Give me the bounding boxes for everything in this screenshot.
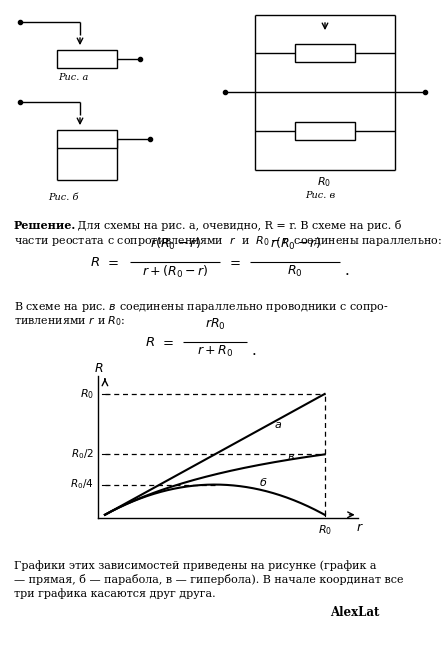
Bar [57,50,117,68]
Text: $=$: $=$ [227,255,241,268]
Text: .: . [252,344,257,358]
Text: $a$: $a$ [274,420,282,430]
Text: $R_0$: $R_0$ [80,387,94,401]
Text: $r + R_0$: $r + R_0$ [197,344,233,359]
Text: $R_0/2$: $R_0/2$ [71,448,94,461]
Bar [57,130,117,148]
Text: части реостата с сопротивлениями  $r$  и  $R_0 - r$  соединены параллельно:: части реостата с сопротивлениями $r$ и $… [14,234,442,248]
Text: Рис. а: Рис. а [58,73,89,82]
Text: $R$: $R$ [90,255,100,268]
Text: $в$: $в$ [287,452,295,462]
Text: Рис. в: Рис. в [305,191,335,200]
Text: $r + (R_0 - r)$: $r + (R_0 - r)$ [142,264,208,280]
Text: тивлениями $r$ и $R_0$:: тивлениями $r$ и $R_0$: [14,314,126,328]
Text: — прямая, б — парабола, в — гипербола). В начале координат все: — прямая, б — парабола, в — гипербола). … [14,574,404,585]
Text: $rR_0$: $rR_0$ [205,317,225,332]
Text: $=$: $=$ [160,336,174,349]
Text: $R$: $R$ [93,362,103,375]
Text: Решение.: Решение. [14,220,76,231]
Text: $R_0$: $R_0$ [287,264,303,279]
Text: $=$: $=$ [105,255,119,268]
Text: Графики этих зависимостей приведены на рисунке (график а: Графики этих зависимостей приведены на р… [14,560,376,571]
Text: $r(R_0 - r)$: $r(R_0 - r)$ [150,236,200,252]
Bar [295,122,355,140]
Text: .: . [345,264,350,278]
Bar [295,44,355,62]
Text: $R_0/4$: $R_0/4$ [70,478,94,491]
Text: Рис. б: Рис. б [48,193,79,202]
Text: $R_0$: $R_0$ [317,175,331,189]
Text: $r(R_0 - r)$: $r(R_0 - r)$ [270,236,320,252]
Text: $R$: $R$ [145,336,155,349]
Text: $R_0$: $R_0$ [317,523,332,537]
Text: $б$: $б$ [259,476,267,489]
Text: $r$: $r$ [356,521,364,534]
Text: Для схемы на рис. а, очевидно, R = r. В схеме на рис. б: Для схемы на рис. а, очевидно, R = r. В … [74,220,401,231]
Text: AlexLat: AlexLat [330,606,380,619]
Text: В схеме на рис. $в$ соединены параллельно проводники с сопро-: В схеме на рис. $в$ соединены параллельн… [14,300,389,314]
Text: три графика касаются друг друга.: три графика касаются друг друга. [14,588,215,599]
